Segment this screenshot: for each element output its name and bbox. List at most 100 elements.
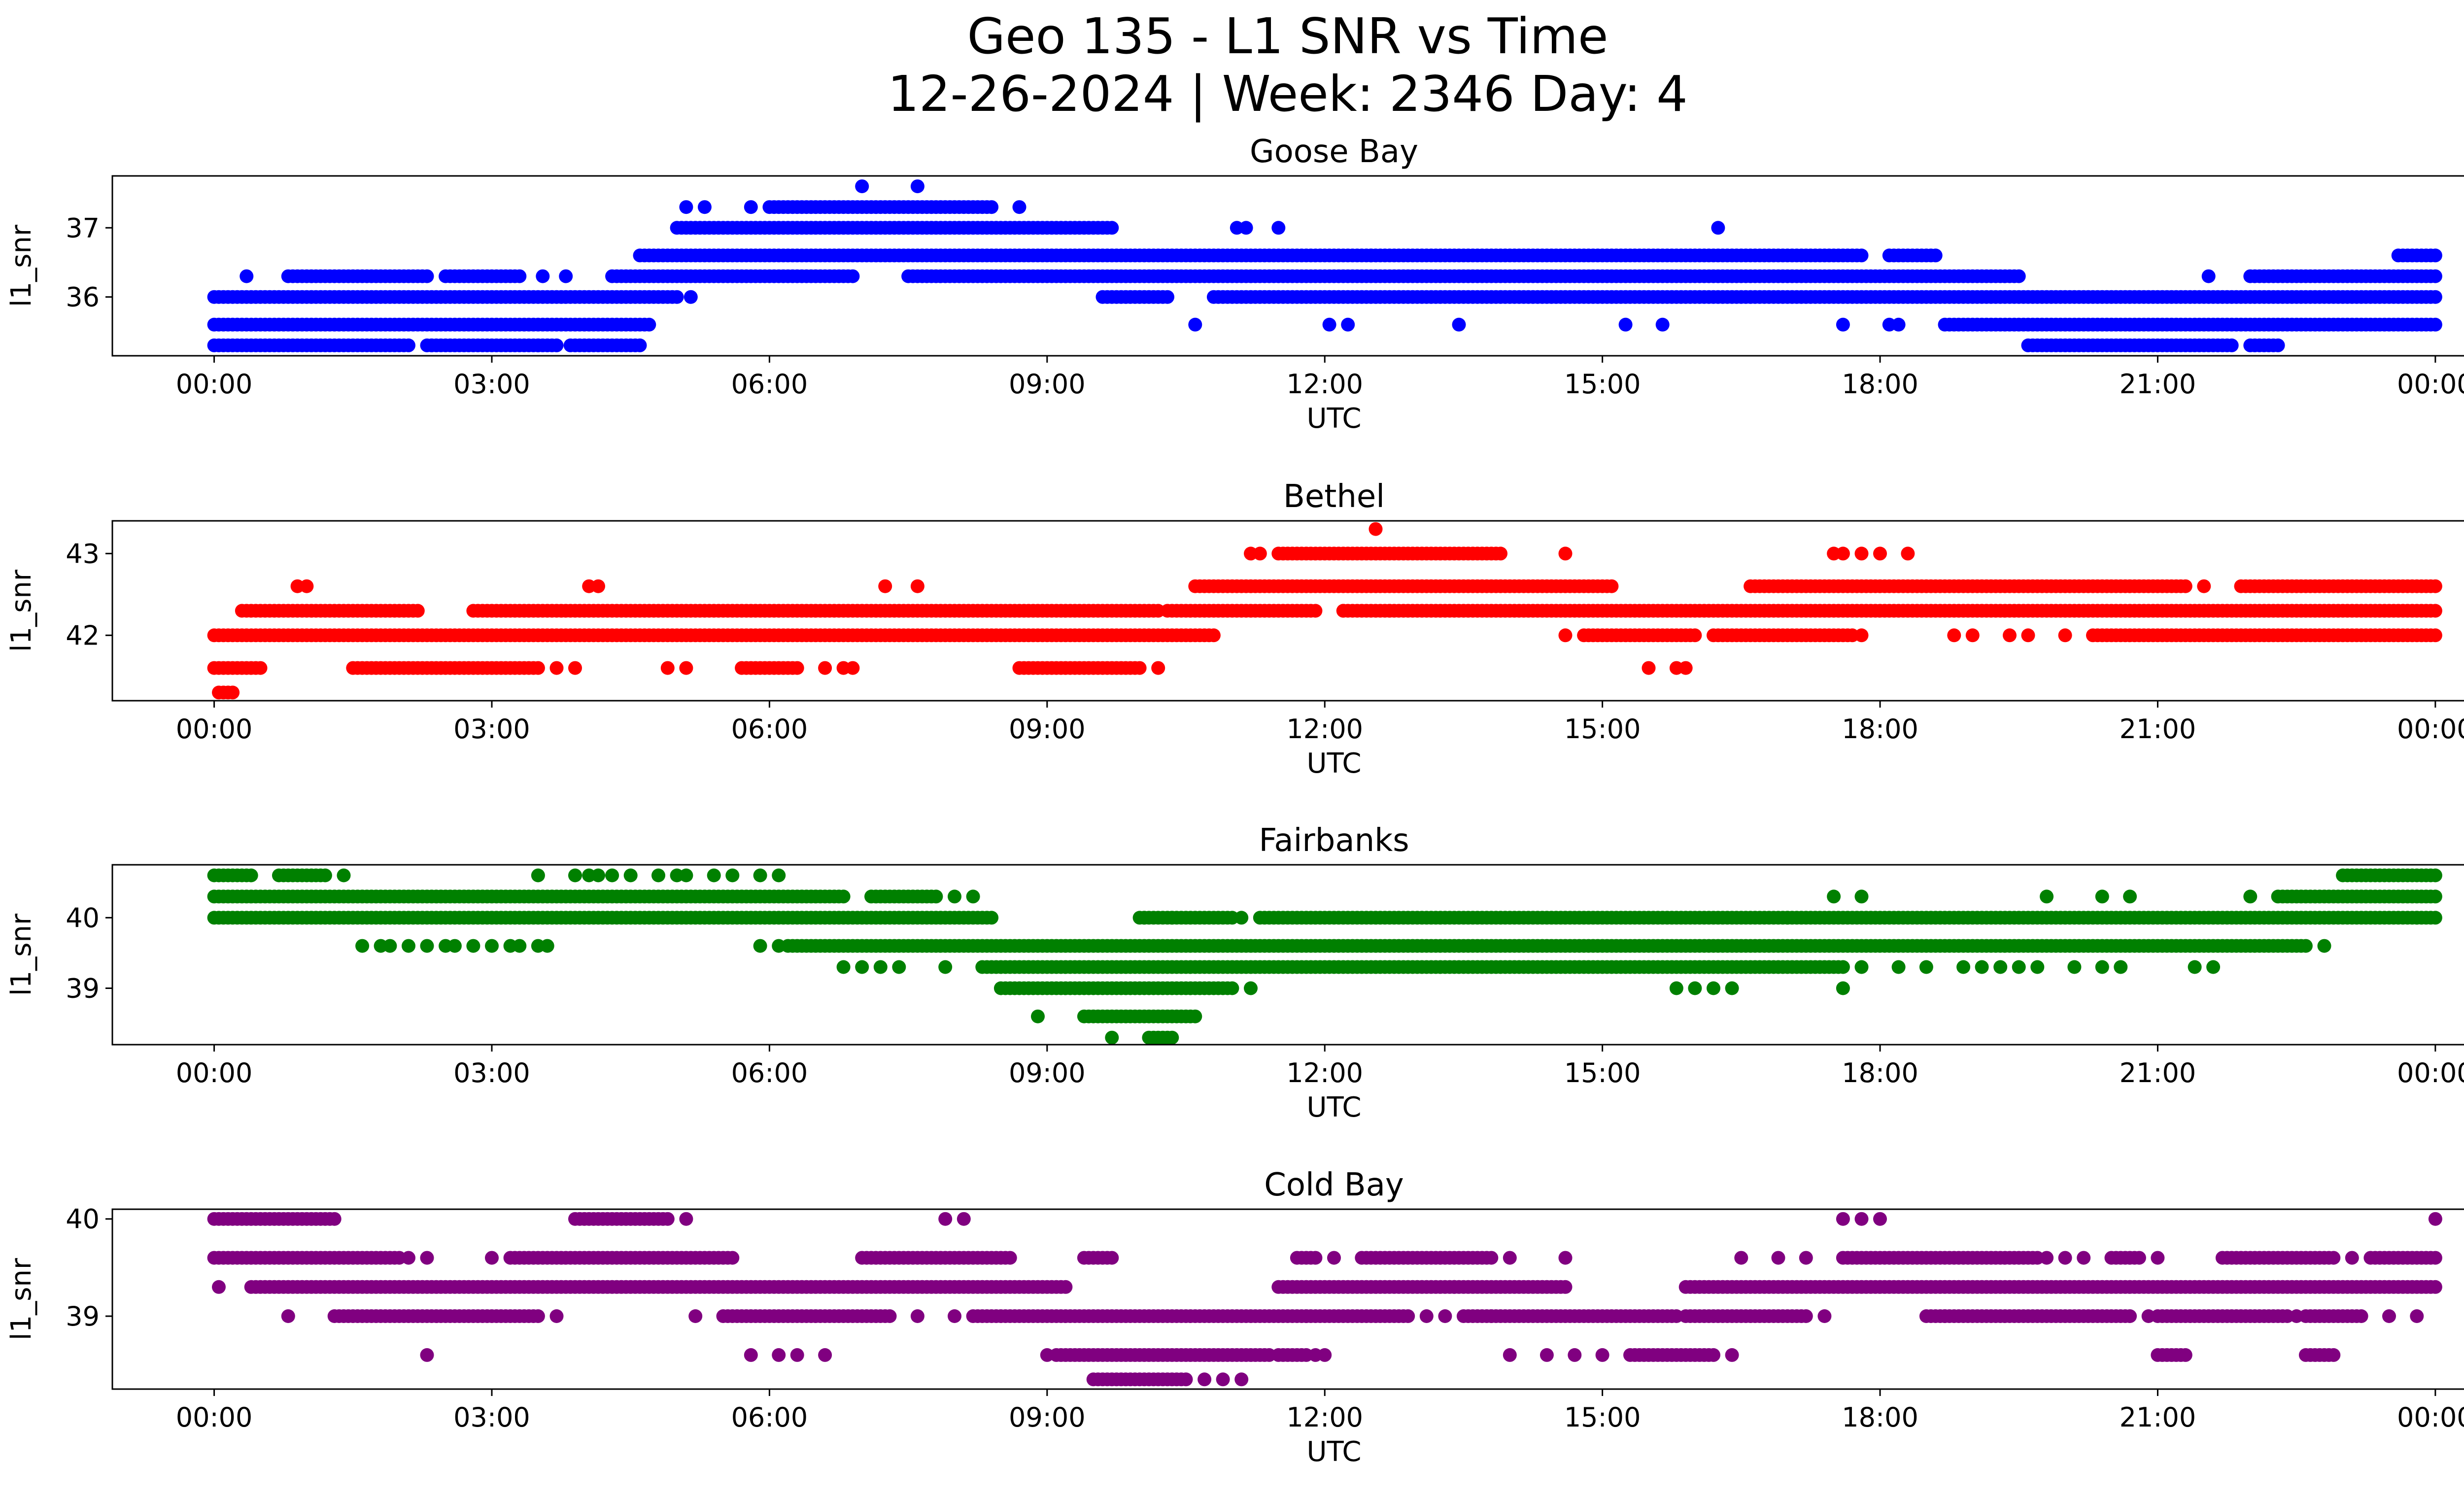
data-point: [1855, 628, 1869, 642]
data-point: [1679, 661, 1693, 675]
data-point: [1559, 546, 1573, 560]
data-point: [254, 661, 268, 675]
x-tick-label: 03:00: [453, 714, 530, 745]
data-point: [883, 1309, 897, 1323]
data-point: [2179, 579, 2192, 593]
series-points: [207, 522, 2442, 700]
data-point: [1619, 318, 1633, 332]
data-point: [753, 869, 767, 883]
data-point: [2021, 628, 2035, 642]
data-point: [1929, 248, 1943, 262]
data-point: [698, 200, 712, 214]
data-point: [531, 339, 545, 352]
data-point: [1271, 221, 1285, 235]
data-point: [485, 939, 499, 953]
data-point: [1707, 1348, 1720, 1362]
data-point: [281, 1309, 295, 1323]
data-point: [929, 889, 943, 903]
data-point: [541, 939, 554, 953]
data-point: [2429, 290, 2442, 304]
data-point: [1503, 1348, 1517, 1362]
data-point: [1401, 1309, 1415, 1323]
x-tick-label: 15:00: [1564, 714, 1641, 745]
data-point: [911, 1309, 924, 1323]
data-point: [1670, 982, 1683, 995]
data-point: [679, 869, 693, 883]
data-point: [226, 685, 240, 699]
data-point: [1855, 889, 1869, 903]
x-tick-label: 21:00: [2120, 1057, 2196, 1089]
data-point: [1938, 1309, 1952, 1323]
data-point: [2123, 1309, 2137, 1323]
data-point: [531, 661, 545, 675]
data-point: [1947, 628, 1961, 642]
series-points: [207, 179, 2442, 352]
data-point: [2429, 604, 2442, 618]
data-point: [1827, 889, 1841, 903]
data-point: [684, 290, 698, 304]
data-point: [846, 661, 859, 675]
data-point: [1318, 1348, 1332, 1362]
y-axis-label: l1_snr: [5, 913, 37, 996]
data-point: [855, 179, 869, 193]
data-point: [1059, 1280, 1072, 1294]
data-point: [2095, 889, 2109, 903]
data-point: [402, 939, 415, 953]
y-axis-label: l1_snr: [5, 569, 37, 652]
data-point: [707, 869, 721, 883]
data-point: [1540, 1348, 1554, 1362]
data-point: [2040, 889, 2053, 903]
data-point: [2429, 248, 2442, 262]
x-tick-label: 15:00: [1564, 369, 1641, 400]
data-point: [670, 290, 684, 304]
data-point: [911, 179, 924, 193]
data-point: [448, 939, 462, 953]
data-point: [2197, 579, 2211, 593]
data-point: [1336, 604, 1350, 618]
data-point: [559, 270, 573, 283]
data-point: [1244, 982, 1258, 995]
data-point: [2429, 318, 2442, 332]
figure-title-line1: Geo 135 - L1 SNR vs Time: [967, 7, 1608, 65]
x-axis-label: UTC: [1306, 1091, 1361, 1123]
data-point: [2318, 939, 2331, 953]
data-point: [1855, 546, 1869, 560]
data-point: [661, 661, 675, 675]
data-point: [651, 869, 665, 883]
data-point: [2429, 270, 2442, 283]
data-point: [892, 960, 906, 974]
data-point: [679, 661, 693, 675]
data-point: [1341, 318, 1355, 332]
data-point: [1892, 960, 1906, 974]
x-tick-label: 06:00: [731, 714, 808, 745]
data-point: [1234, 1372, 1248, 1386]
data-point: [1836, 546, 1850, 560]
data-point: [1420, 1309, 1434, 1323]
x-tick-label: 21:00: [2120, 369, 2196, 400]
data-point: [1151, 661, 1165, 675]
data-point: [985, 911, 998, 924]
data-point: [1308, 604, 1322, 618]
data-point: [550, 339, 564, 352]
data-point: [1975, 960, 1989, 974]
data-point: [1711, 221, 1725, 235]
data-point: [772, 939, 786, 953]
data-point: [1799, 1309, 1813, 1323]
data-point: [1725, 1348, 1739, 1362]
data-point: [2188, 960, 2202, 974]
data-point: [2243, 889, 2257, 903]
panel-title: Fairbanks: [1259, 822, 1409, 859]
data-point: [605, 869, 619, 883]
data-point: [1656, 318, 1670, 332]
data-point: [1688, 982, 1702, 995]
data-point: [1901, 546, 1915, 560]
data-point: [1836, 960, 1850, 974]
data-point: [2206, 960, 2220, 974]
data-point: [753, 939, 767, 953]
data-point: [837, 960, 851, 974]
data-point: [878, 579, 892, 593]
data-point: [725, 869, 739, 883]
data-point: [1137, 911, 1151, 924]
data-point: [911, 579, 924, 593]
data-point: [1198, 1372, 1211, 1386]
